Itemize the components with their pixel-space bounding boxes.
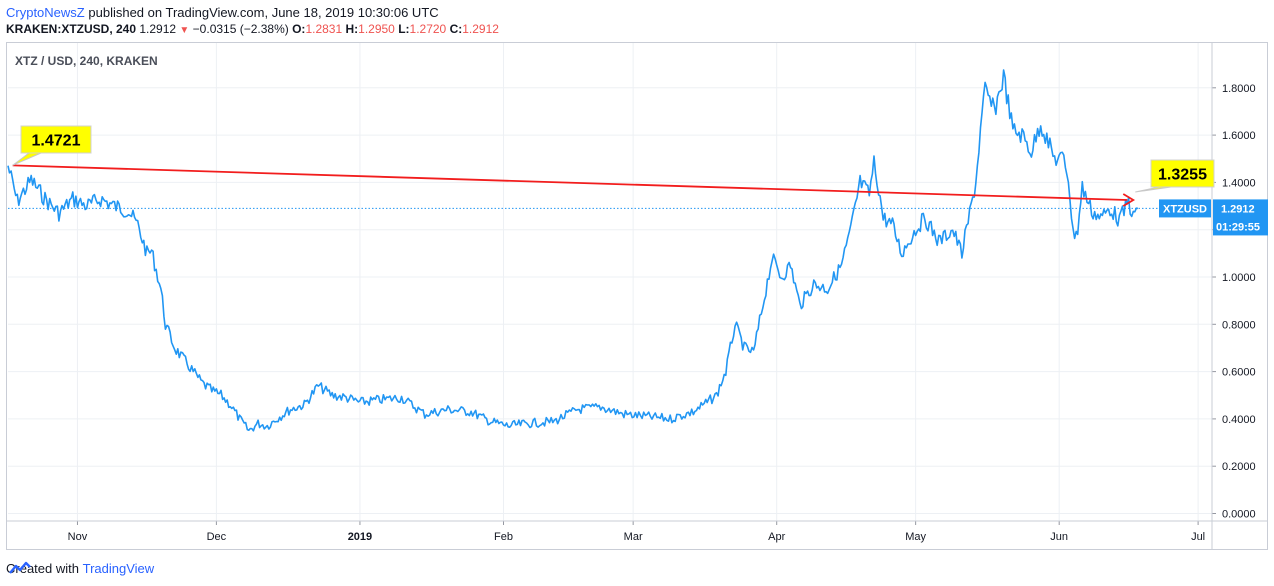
close-value: 1.2912: [462, 22, 499, 36]
y-tick-label: 1.0000: [1222, 272, 1256, 284]
callout-box: [1150, 159, 1215, 188]
y-tick-label: 0.2000: [1222, 461, 1256, 473]
high-value: 1.2950: [358, 22, 395, 36]
y-tick-label: 0.6000: [1222, 367, 1256, 379]
x-tick-label: Dec: [207, 531, 227, 543]
published-text: published on TradingView.com, June 18, 2…: [88, 5, 439, 20]
trend-line: [12, 164, 1128, 201]
low-value: 1.2720: [409, 22, 447, 36]
x-tick-label: 2019: [348, 531, 372, 543]
x-tick-label: Jun: [1050, 531, 1068, 543]
chart-title: XTZ / USD, 240, KRAKEN: [15, 54, 158, 68]
y-tick-label: 1.8000: [1222, 83, 1256, 95]
low-label: L:: [398, 22, 410, 36]
publish-info: CryptoNewsZ published on TradingView.com…: [6, 5, 439, 20]
tradingview-logo-icon: [9, 561, 31, 574]
price-change: −0.0315 (−2.38%): [192, 22, 289, 36]
callout-label: 1.3255: [1158, 167, 1207, 184]
footer: Created with TradingView: [6, 561, 154, 576]
chart-frame: [6, 42, 1268, 550]
y-tick-label: 0.8000: [1222, 319, 1256, 331]
symbol-tag-label: XTZUSD: [1163, 203, 1207, 215]
callout-pointer: [12, 152, 42, 166]
price-callout: 1.3255: [1135, 159, 1215, 193]
y-tick-label: 0.0000: [1222, 509, 1256, 521]
x-tick-label: Feb: [494, 531, 513, 543]
callout-label: 1.4721: [32, 133, 81, 150]
callout-pointer: [1135, 186, 1172, 193]
last-price: 1.2912: [139, 22, 177, 36]
x-tick-label: Mar: [624, 531, 643, 543]
high-label: H:: [345, 22, 359, 36]
tradingview-link[interactable]: TradingView: [82, 561, 155, 576]
close-label: C:: [449, 22, 463, 36]
x-tick-label: Nov: [68, 531, 88, 543]
y-tick-label: 0.4000: [1222, 414, 1256, 426]
price-line: [7, 69, 1139, 432]
open-value: 1.2831: [305, 22, 343, 36]
down-arrow-icon: ▼: [179, 25, 190, 36]
author-link[interactable]: CryptoNewsZ: [6, 5, 85, 20]
y-tick-label: 1.6000: [1222, 130, 1256, 142]
x-tick-label: Apr: [768, 531, 785, 543]
price-callout: 1.4721: [12, 125, 92, 166]
symbol-tag: [1159, 199, 1211, 218]
quote-bar: KRAKEN:XTZUSD, 240 1.2912 ▼ −0.0315 (−2.…: [6, 22, 499, 36]
x-tick-label: May: [905, 531, 926, 543]
price-tag: [1213, 199, 1268, 236]
trend-arrow-icon: [1122, 193, 1136, 207]
open-label: O:: [292, 22, 306, 36]
countdown-label: 01:29:55: [1216, 221, 1260, 233]
y-tick-label: 1.4000: [1222, 177, 1256, 189]
price-tag-label: 1.2912: [1221, 203, 1255, 215]
symbol-label: KRAKEN:XTZUSD, 240: [6, 22, 137, 36]
x-tick-label: Jul: [1191, 531, 1205, 543]
callout-box: [20, 125, 92, 154]
